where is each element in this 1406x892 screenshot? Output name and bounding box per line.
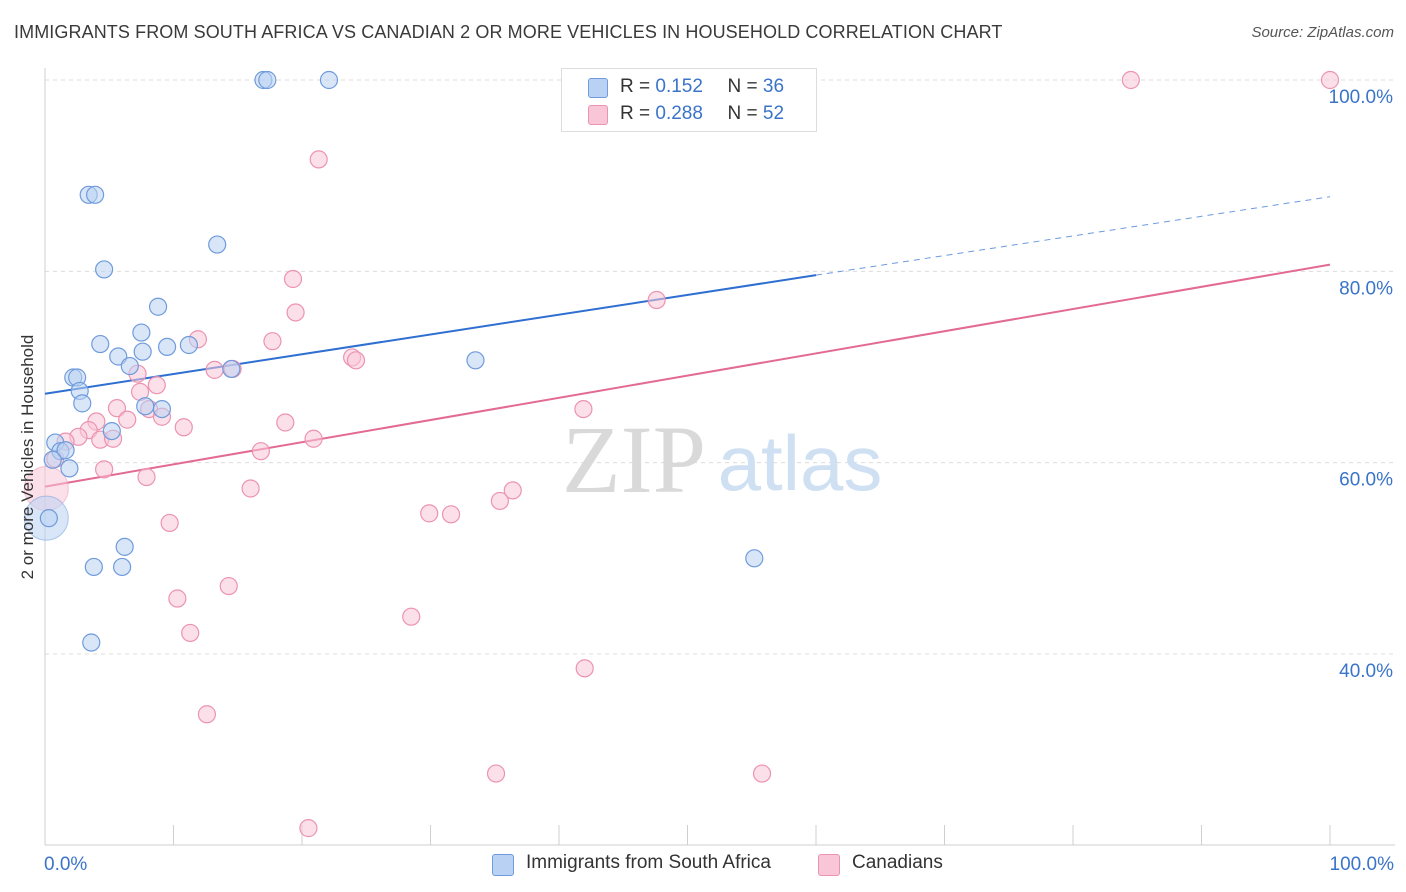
point-blue (179, 335, 199, 355)
chart-title: IMMIGRANTS FROM SOUTH AFRICA VS CANADIAN… (14, 22, 1003, 42)
point-pink (503, 481, 522, 500)
point-blue (157, 337, 177, 357)
point-pink (276, 413, 295, 432)
point-pink (304, 429, 323, 448)
point-pink (486, 764, 506, 783)
point-pink (402, 607, 421, 626)
y-tick-label: 40.0% (1339, 661, 1393, 682)
point-blue (39, 509, 58, 528)
point-blue (115, 537, 134, 556)
y-tick-label: 100.0% (1329, 87, 1394, 108)
point-pink (1121, 70, 1140, 90)
point-blue (112, 557, 132, 577)
point-pink (441, 505, 461, 524)
point-pink (95, 460, 114, 479)
point-blue (120, 356, 139, 376)
point-blue (86, 185, 105, 204)
legend-r-label: R = (620, 76, 651, 97)
watermark-atlas: atlas (718, 419, 883, 507)
point-blue (133, 342, 152, 361)
point-pink (752, 764, 772, 783)
legend-r-value-pink: 0.288 (655, 103, 703, 124)
point-pink (118, 410, 137, 429)
legend-n-value-blue: 36 (762, 76, 785, 97)
correlation-legend: R = 0.152 N = 36 R = 0.288 N = 52 (561, 68, 817, 132)
point-pink (286, 303, 305, 322)
point-blue (148, 297, 168, 316)
point-blue (43, 450, 62, 469)
x-tick-label: 0.0% (44, 854, 87, 875)
point-pink (160, 513, 179, 533)
point-pink (107, 399, 127, 418)
legend-n-label: N = (727, 103, 758, 124)
point-blue (95, 260, 114, 279)
y-axis-label: 2 or more Vehicles in Household (18, 334, 37, 580)
legend-r-label: R = (620, 103, 651, 124)
point-blue (82, 633, 101, 652)
point-blue (319, 70, 339, 90)
point-blue (745, 549, 764, 568)
bottom-legend-swatch-pink (818, 854, 840, 876)
point-blue (60, 459, 79, 478)
point-pink (575, 659, 594, 678)
data-points (23, 70, 1340, 838)
trend-line-blue (44, 274, 817, 395)
bottom-legend-label-pink: Canadians (852, 852, 943, 873)
y-tick-label: 60.0% (1339, 470, 1393, 491)
x-tick-label: 100.0% (1330, 854, 1395, 875)
point-pink (490, 491, 509, 511)
trend-line-blue-dashed (815, 196, 1331, 276)
point-pink (147, 376, 166, 395)
point-pink (1320, 70, 1340, 90)
point-blue (102, 421, 121, 441)
point-blue (91, 334, 110, 354)
point-pink (299, 819, 318, 838)
watermark: ZIP atlas (562, 406, 882, 513)
point-pink (283, 269, 303, 289)
bottom-legend-swatch-blue (492, 854, 514, 876)
legend-n-value-pink: 52 (762, 103, 785, 124)
point-pink (197, 705, 217, 724)
legend-swatch-pink (588, 105, 608, 125)
point-pink (241, 479, 260, 498)
point-blue (208, 235, 227, 254)
point-pink (647, 290, 666, 310)
source-label: Source: ZipAtlas.com (1251, 24, 1394, 41)
point-pink (346, 351, 366, 370)
point-blue (136, 397, 155, 416)
point-blue (222, 359, 241, 379)
point-pink (219, 576, 238, 596)
point-blue (152, 399, 172, 419)
grid-lines (45, 79, 1395, 655)
tick-labels: 100.0% 80.0% 60.0% 40.0% 0.0% 100.0% (44, 87, 1394, 875)
point-pink (420, 504, 439, 523)
point-blue (132, 323, 151, 342)
point-pink (205, 360, 224, 379)
point-pink (137, 467, 156, 487)
point-pink (574, 399, 593, 419)
y-tick-label: 80.0% (1339, 278, 1393, 299)
point-blue (258, 70, 277, 90)
bottom-legend-label-blue: Immigrants from South Africa (526, 852, 771, 873)
point-pink (309, 150, 328, 169)
point-pink (263, 332, 282, 351)
point-blue (56, 441, 75, 460)
point-pink (181, 623, 200, 643)
point-blue (73, 394, 92, 413)
legend-n-label: N = (727, 76, 758, 97)
watermark-zip: ZIP (562, 406, 706, 513)
point-blue (84, 557, 103, 577)
legend-swatch-blue (588, 78, 608, 98)
point-pink (174, 418, 193, 437)
point-blue (466, 351, 485, 370)
point-pink (251, 442, 270, 461)
legend-r-value-blue: 0.152 (655, 76, 703, 97)
point-pink (168, 589, 187, 608)
